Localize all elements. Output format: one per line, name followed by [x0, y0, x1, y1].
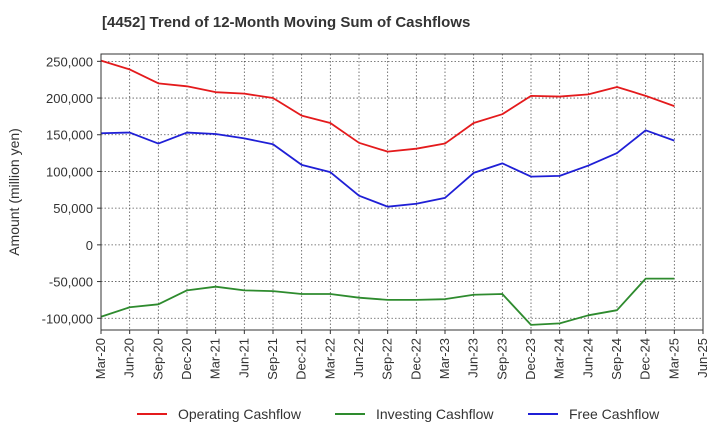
y-tick-label: 250,000: [46, 54, 93, 69]
grid-layer: [101, 54, 703, 330]
legend-label: Investing Cashflow: [376, 406, 494, 422]
legend-item-operating-cashflow: Operating Cashflow: [137, 406, 302, 422]
x-tick-label: Jun-21: [236, 338, 251, 378]
y-tick-label: 200,000: [46, 91, 93, 106]
x-tick-label: Mar-21: [208, 338, 223, 379]
legend-label: Free Cashflow: [569, 406, 660, 422]
x-tick-label: Mar-25: [666, 338, 681, 379]
x-tick-label: Sep-21: [265, 338, 280, 380]
y-tick-label: 150,000: [46, 128, 93, 143]
x-tick-label: Jun-25: [695, 338, 710, 378]
y-tick-label: 100,000: [46, 164, 93, 179]
y-tick-label: -100,000: [42, 311, 93, 326]
x-tick-label: Jun-24: [580, 338, 595, 378]
x-tick-label: Sep-24: [609, 338, 624, 380]
x-tick-label: Jun-22: [351, 338, 366, 378]
y-tick-label: -50,000: [49, 275, 93, 290]
x-tick-label: Jun-23: [466, 338, 481, 378]
plot-frame: [100, 53, 704, 331]
legend: Operating Cashflow Investing Cashflow Free…: [137, 406, 660, 422]
y-axis-title: Amount (million yen): [6, 128, 22, 256]
legend-item-investing-cashflow: Investing Cashflow: [335, 406, 494, 422]
x-tick-label: Dec-22: [408, 338, 423, 380]
legend-item-free-cashflow: Free Cashflow: [528, 406, 660, 422]
y-tick-label: 50,000: [53, 201, 93, 216]
axis-layer: Mar-20 Jun-20 Sep-20 Dec-20 Mar-21 Jun-21 Sep-…: [42, 54, 710, 380]
x-tick-label: Sep-23: [494, 338, 509, 380]
x-tick-label: Mar-20: [93, 338, 108, 379]
series-line-operating-cashflow: [100, 59, 675, 153]
x-tick-label: Mar-23: [437, 338, 452, 379]
x-tick-label: Dec-20: [179, 338, 194, 380]
series-line-free-cashflow: [100, 129, 675, 208]
y-tick-label: 0: [86, 238, 93, 253]
chart-title: [4452] Trend of 12-Month Moving Sum of C…: [102, 14, 471, 31]
x-tick-label: Jun-20: [122, 338, 137, 378]
x-tick-label: Sep-20: [150, 338, 165, 380]
series-layer: [100, 59, 675, 326]
x-tick-label: Dec-24: [638, 338, 653, 380]
x-tick-label: Dec-21: [294, 338, 309, 380]
x-tick-label: Dec-23: [523, 338, 538, 380]
x-tick-label: Mar-24: [552, 338, 567, 379]
x-tick-label: Sep-22: [380, 338, 395, 380]
legend-label: Operating Cashflow: [178, 406, 302, 422]
series-line-investing-cashflow: [100, 277, 675, 326]
x-tick-label: Mar-22: [322, 338, 337, 379]
